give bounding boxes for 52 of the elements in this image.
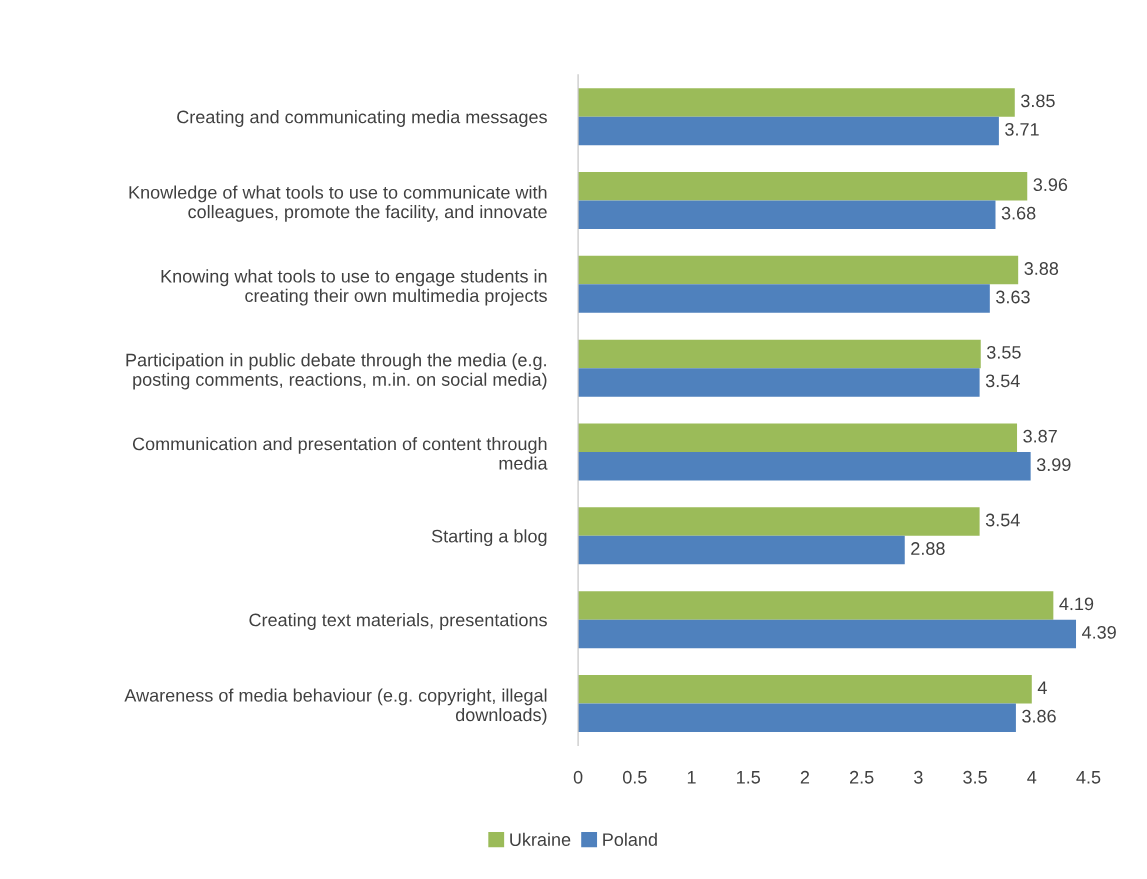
- y-tick-label: Starting a blog: [431, 529, 547, 547]
- data-label: 3.99: [1036, 458, 1071, 472]
- x-tick-label: 2: [800, 770, 810, 784]
- bar: [578, 255, 1019, 285]
- bar: [578, 535, 905, 565]
- data-label: 4: [1037, 681, 1047, 694]
- legend-label: Ukraine: [510, 832, 571, 846]
- bar: [578, 703, 1016, 732]
- data-label: 3.63: [996, 290, 1030, 304]
- x-tick-label: 0: [573, 770, 583, 784]
- x-tick-label: 4: [1027, 771, 1037, 784]
- data-label: 3.96: [1033, 178, 1068, 192]
- y-tick-label: Participation in public debate through the media (e.g. posting comments, reactions, m.in. on social media): [126, 353, 547, 390]
- bar: [578, 339, 981, 369]
- bar: [578, 200, 996, 229]
- data-label: 3.88: [1024, 262, 1059, 275]
- x-tick-label: 0.5: [622, 770, 647, 784]
- data-label: 3.68: [1001, 206, 1036, 220]
- data-label: 2.88: [911, 542, 945, 555]
- data-label: 3.71: [1005, 122, 1039, 136]
- y-tick-label: Communication and presentation of content through media: [132, 437, 548, 470]
- data-label: 3.55: [986, 345, 1021, 359]
- bar: [578, 284, 990, 313]
- x-tick-label: 3: [914, 770, 923, 784]
- bar: [578, 116, 999, 146]
- y-tick-label: Knowing what tools to use to engage students in creating their own multimedia projects: [161, 269, 547, 306]
- data-label: 4.19: [1059, 597, 1094, 611]
- y-tick-label: Creating and communicating media messages: [177, 110, 547, 127]
- y-tick-label: Awareness of media behaviour (e.g. copyright, illegal downloads): [124, 688, 547, 725]
- bar: [578, 423, 1018, 452]
- x-tick-label: 2.5: [850, 770, 874, 784]
- data-label: 4.39: [1082, 625, 1116, 639]
- bar: [578, 591, 1054, 620]
- bar: [578, 171, 1028, 201]
- bar: [578, 507, 980, 536]
- bar: [578, 674, 1032, 704]
- bar: [578, 88, 1015, 117]
- legend-label: Poland: [603, 832, 657, 846]
- data-label: 3.54: [985, 513, 1020, 527]
- data-label: 3.54: [985, 374, 1020, 388]
- data-label: 3.85: [1021, 94, 1055, 108]
- data-label: 3.87: [1023, 429, 1057, 443]
- bar: [578, 619, 1077, 649]
- bar: [578, 451, 1031, 481]
- data-label: 3.86: [1022, 709, 1056, 723]
- x-tick-label: 3.5: [963, 770, 987, 784]
- y-tick-label: Creating text materials, presentations: [249, 613, 547, 630]
- x-tick-label: 1: [687, 771, 696, 784]
- x-tick-label: 1.5: [737, 771, 761, 784]
- bar: [578, 368, 980, 397]
- x-tick-label: 4.5: [1076, 771, 1101, 784]
- y-tick-label: Knowledge of what tools to use to communicate with colleagues, promote the facility, and innovate: [129, 185, 547, 222]
